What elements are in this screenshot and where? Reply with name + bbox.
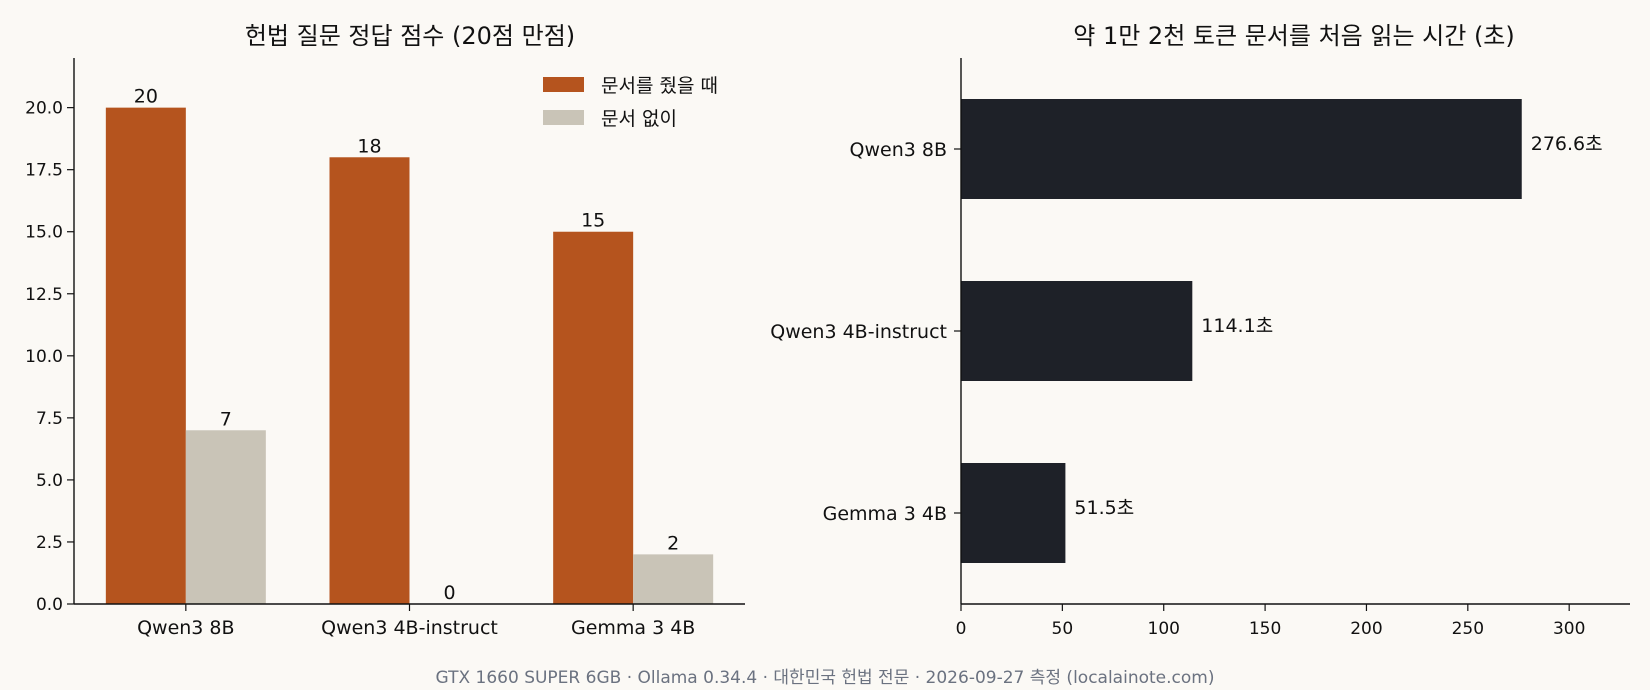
time-y-tick-label: Qwen3 4B-instruct <box>770 321 947 343</box>
bar-qwen3-4b-instruct-with-doc <box>329 157 410 605</box>
time-value-label-qwen3-4b-instruct: 114.1초 <box>1201 315 1273 337</box>
time-x-tick-label: 150 <box>1249 619 1281 639</box>
legend-label-without-doc: 문서 없이 <box>601 108 677 130</box>
time-value-labels: 276.6초 114.1초 51.5초 <box>1074 133 1602 519</box>
time-bar-qwen3-4b-instruct <box>961 281 1193 381</box>
time-y-axis-ticks: Qwen3 8B Qwen3 4B-instruct Gemma 3 4B <box>770 139 961 525</box>
score-value-labels: 20 7 18 0 15 2 <box>134 86 679 604</box>
time-x-tick-label: 300 <box>1553 619 1585 639</box>
legend-swatch-with-doc <box>543 77 584 92</box>
score-y-tick-label: 10.0 <box>25 347 63 367</box>
time-value-label-qwen3-8b: 276.6초 <box>1531 133 1603 155</box>
score-y-tick-label: 12.5 <box>25 285 63 305</box>
footer-caption: GTX 1660 SUPER 6GB · Ollama 0.34.4 · 대한민… <box>436 668 1215 688</box>
time-x-tick-label: 250 <box>1452 619 1484 639</box>
legend-label-with-doc: 문서를 줬을 때 <box>601 75 718 97</box>
score-x-tick-label: Qwen3 4B-instruct <box>321 617 498 639</box>
value-label-qwen3-4b-instruct-with-doc: 18 <box>357 135 381 157</box>
bar-qwen3-8b-with-doc <box>105 107 186 605</box>
legend-swatch-without-doc <box>543 110 584 125</box>
value-label-gemma-3-4b-with-doc: 15 <box>581 210 605 232</box>
time-x-tick-label: 0 <box>956 619 967 639</box>
score-bars <box>105 107 714 605</box>
time-x-tick-label: 50 <box>1052 619 1074 639</box>
score-y-tick-label: 17.5 <box>25 161 63 181</box>
score-y-tick-label: 20.0 <box>25 99 63 119</box>
time-y-tick-label: Qwen3 8B <box>850 139 947 161</box>
bar-gemma-3-4b-without-doc <box>633 554 714 604</box>
score-x-axis-ticks: Qwen3 8B Qwen3 4B-instruct Gemma 3 4B <box>137 604 695 639</box>
score-x-tick-label: Gemma 3 4B <box>571 617 695 639</box>
time-bar-gemma-3-4b <box>961 463 1066 563</box>
score-y-tick-label: 7.5 <box>36 409 63 429</box>
time-x-axis-ticks: 0 50 100 150 200 250 300 <box>956 604 1585 639</box>
time-chart-title: 약 1만 2천 토큰 문서를 처음 읽는 시간 (초) <box>1073 22 1515 50</box>
score-y-tick-label: 0.0 <box>36 595 63 615</box>
time-value-label-gemma-3-4b: 51.5초 <box>1074 497 1134 519</box>
score-y-tick-label: 2.5 <box>36 533 63 553</box>
time-x-tick-label: 200 <box>1350 619 1382 639</box>
score-y-tick-label: 15.0 <box>25 223 63 243</box>
value-label-qwen3-4b-instruct-without-doc: 0 <box>443 582 455 604</box>
value-label-gemma-3-4b-without-doc: 2 <box>667 532 679 554</box>
score-y-tick-label: 5.0 <box>36 471 63 491</box>
time-chart: 약 1만 2천 토큰 문서를 처음 읽는 시간 (초) 0 50 100 150 200… <box>770 22 1630 639</box>
time-bar-qwen3-8b <box>961 99 1522 199</box>
score-x-tick-label: Qwen3 8B <box>137 617 234 639</box>
score-legend: 문서를 줬을 때 문서 없이 <box>543 75 718 130</box>
value-label-qwen3-8b-with-doc: 20 <box>134 86 158 108</box>
time-bars <box>961 99 1522 563</box>
value-label-qwen3-8b-without-doc: 7 <box>220 408 232 430</box>
time-y-tick-label: Gemma 3 4B <box>823 503 947 525</box>
time-x-tick-label: 100 <box>1148 619 1180 639</box>
score-chart-title: 헌법 질문 정답 점수 (20점 만점) <box>245 22 575 50</box>
score-chart: 헌법 질문 정답 점수 (20점 만점) 0.0 2.5 5.0 7.5 10.0 12.… <box>25 22 745 639</box>
bar-qwen3-8b-without-doc <box>185 430 266 604</box>
score-y-axis-ticks: 0.0 2.5 5.0 7.5 10.0 12.5 15.0 17.5 20.0 <box>25 99 74 615</box>
bar-gemma-3-4b-with-doc <box>553 231 634 604</box>
